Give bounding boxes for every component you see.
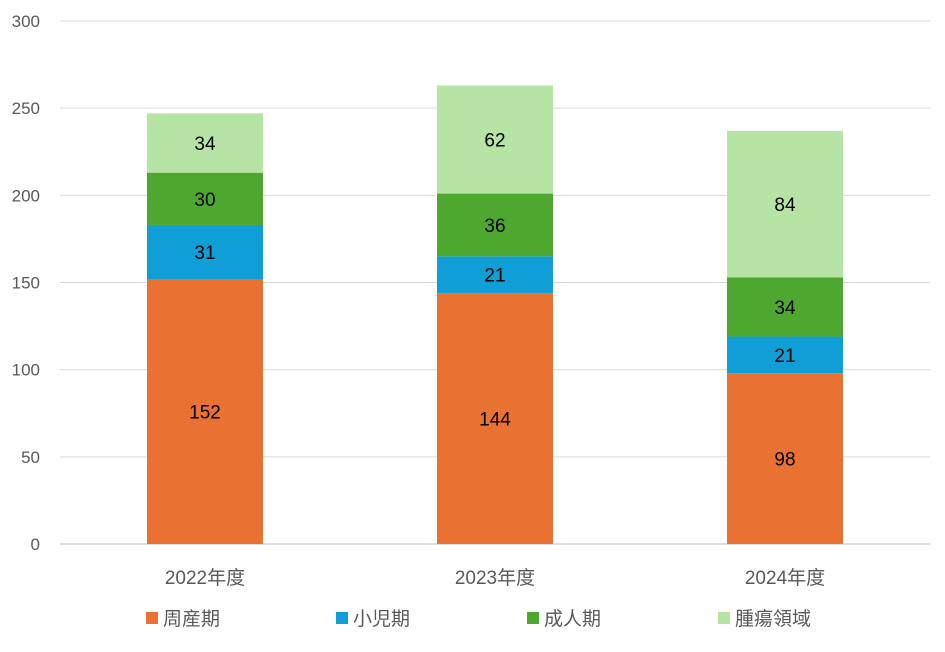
data-label: 36 — [484, 216, 505, 237]
bar-segment — [147, 224, 263, 280]
bar-segment — [147, 279, 263, 544]
x-tick-label: 2022年度 — [165, 567, 245, 589]
legend-swatch — [527, 612, 539, 624]
legend-label: 周産期 — [163, 608, 220, 630]
bar-segment — [437, 256, 553, 293]
x-tick-label: 2024年度 — [745, 567, 825, 589]
legend-label: 成人期 — [544, 608, 601, 630]
legend-swatch — [146, 612, 158, 624]
data-label: 84 — [774, 195, 796, 216]
y-tick-label: 0 — [31, 535, 40, 554]
data-label: 21 — [484, 266, 505, 287]
x-tick-label: 2023年度 — [455, 567, 535, 589]
legend-swatch — [718, 612, 730, 624]
y-tick-label: 150 — [12, 274, 40, 293]
bar-segment — [147, 113, 263, 173]
data-label: 21 — [774, 346, 795, 367]
bar-segment — [147, 172, 263, 225]
data-label: 34 — [194, 134, 216, 155]
legend-label: 腫瘍領域 — [735, 608, 811, 630]
bar-segment — [437, 292, 553, 544]
legend-swatch — [336, 612, 348, 624]
y-tick-label: 300 — [12, 12, 40, 31]
data-label: 30 — [194, 190, 215, 211]
y-tick-label: 50 — [21, 448, 40, 467]
bar-segment — [437, 85, 553, 194]
data-label: 62 — [484, 131, 505, 152]
y-tick-label: 100 — [12, 361, 40, 380]
data-label: 98 — [774, 450, 795, 471]
data-label: 31 — [194, 243, 215, 264]
bar-segment — [727, 336, 843, 374]
y-tick-label: 200 — [12, 186, 40, 205]
bar-segment — [727, 373, 843, 544]
data-label: 34 — [774, 298, 796, 319]
data-label: 152 — [189, 403, 221, 424]
y-tick-label: 250 — [12, 99, 40, 118]
legend-label: 小児期 — [353, 608, 410, 630]
data-label: 144 — [479, 409, 511, 430]
bar-segment — [437, 193, 553, 257]
bar-segment — [727, 277, 843, 337]
bar-segment — [727, 130, 843, 278]
